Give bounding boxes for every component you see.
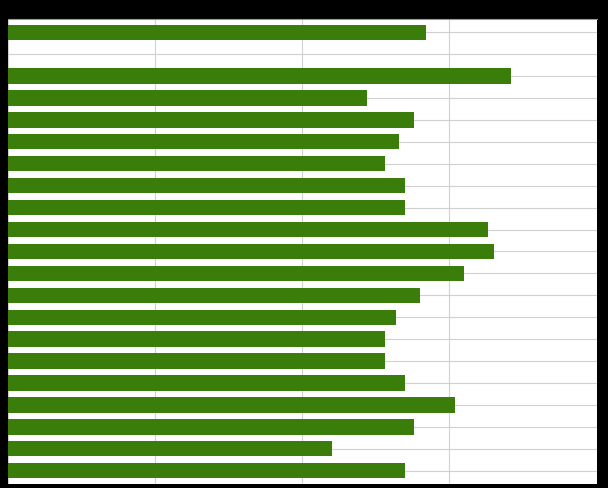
Bar [8,441,332,456]
Bar [8,287,420,303]
Bar [8,353,385,369]
Bar [8,90,367,105]
Bar [8,200,406,215]
Bar [8,134,399,149]
Bar [8,112,414,127]
Bar [8,419,414,434]
Bar [8,463,406,478]
Bar [8,265,465,281]
Bar [8,397,455,412]
Bar [8,68,511,84]
Bar [8,156,385,171]
Bar [8,375,406,391]
Bar [8,244,494,259]
Bar [8,222,488,237]
Bar [8,331,385,347]
Bar [8,24,426,40]
Bar [8,309,396,325]
Bar [8,178,406,193]
